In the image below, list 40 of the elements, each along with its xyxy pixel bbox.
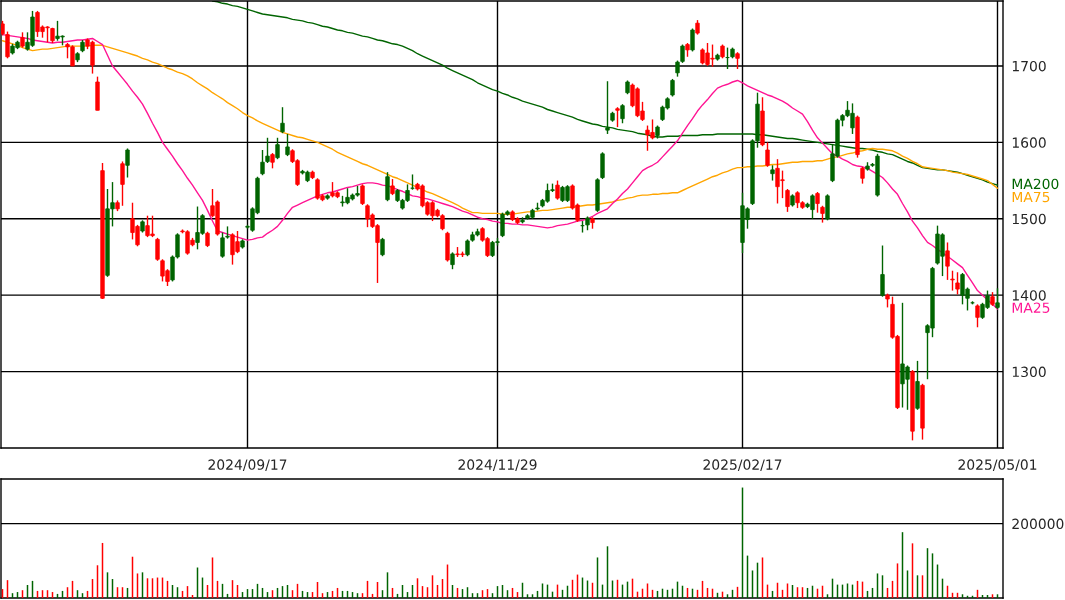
y-tick-label: 1400 [1012, 290, 1046, 301]
x-tick-label: 2024/09/17 [208, 459, 287, 471]
candlestick [260, 149, 265, 176]
candlestick [360, 183, 365, 206]
x-tick-label: 2025/02/17 [703, 459, 782, 471]
candlestick [615, 106, 620, 128]
candlestick [125, 147, 130, 179]
y-tick-label: 1600 [1012, 137, 1046, 148]
x-tick-label: 2025/05/01 [958, 459, 1037, 471]
candlestick [155, 237, 160, 262]
candlestick [275, 137, 280, 160]
candlestick [600, 151, 605, 180]
candlestick [265, 137, 270, 164]
y-tick-label: 1500 [1012, 213, 1046, 225]
line-series [1, 33, 999, 310]
candlestick [995, 287, 1000, 310]
candlestick [815, 191, 820, 214]
candlestick [285, 133, 290, 157]
series-label: MA200 [1012, 178, 1059, 190]
y-tick-label: 200000 [1012, 518, 1064, 530]
x-tick-label: 2024/11/29 [458, 459, 537, 471]
candlestick [825, 193, 830, 221]
candlestick [555, 179, 560, 201]
series-label: MA25 [1012, 302, 1050, 313]
candlestick [380, 237, 385, 257]
candlestick [385, 171, 390, 202]
y-tick-label: 1300 [1012, 366, 1046, 378]
candlestick [955, 271, 960, 296]
candlestick [120, 160, 125, 207]
candlestick [975, 303, 980, 328]
series-label: MA75 [1012, 191, 1050, 203]
candlestick [785, 188, 790, 213]
candlestick [765, 141, 770, 168]
candlestick [945, 241, 950, 281]
candlestick [880, 244, 885, 298]
candlestick [605, 80, 610, 135]
candlestick [280, 106, 285, 134]
candlestick [620, 103, 625, 124]
y-tick-label: 1700 [1012, 60, 1046, 72]
candlestick [950, 270, 955, 292]
